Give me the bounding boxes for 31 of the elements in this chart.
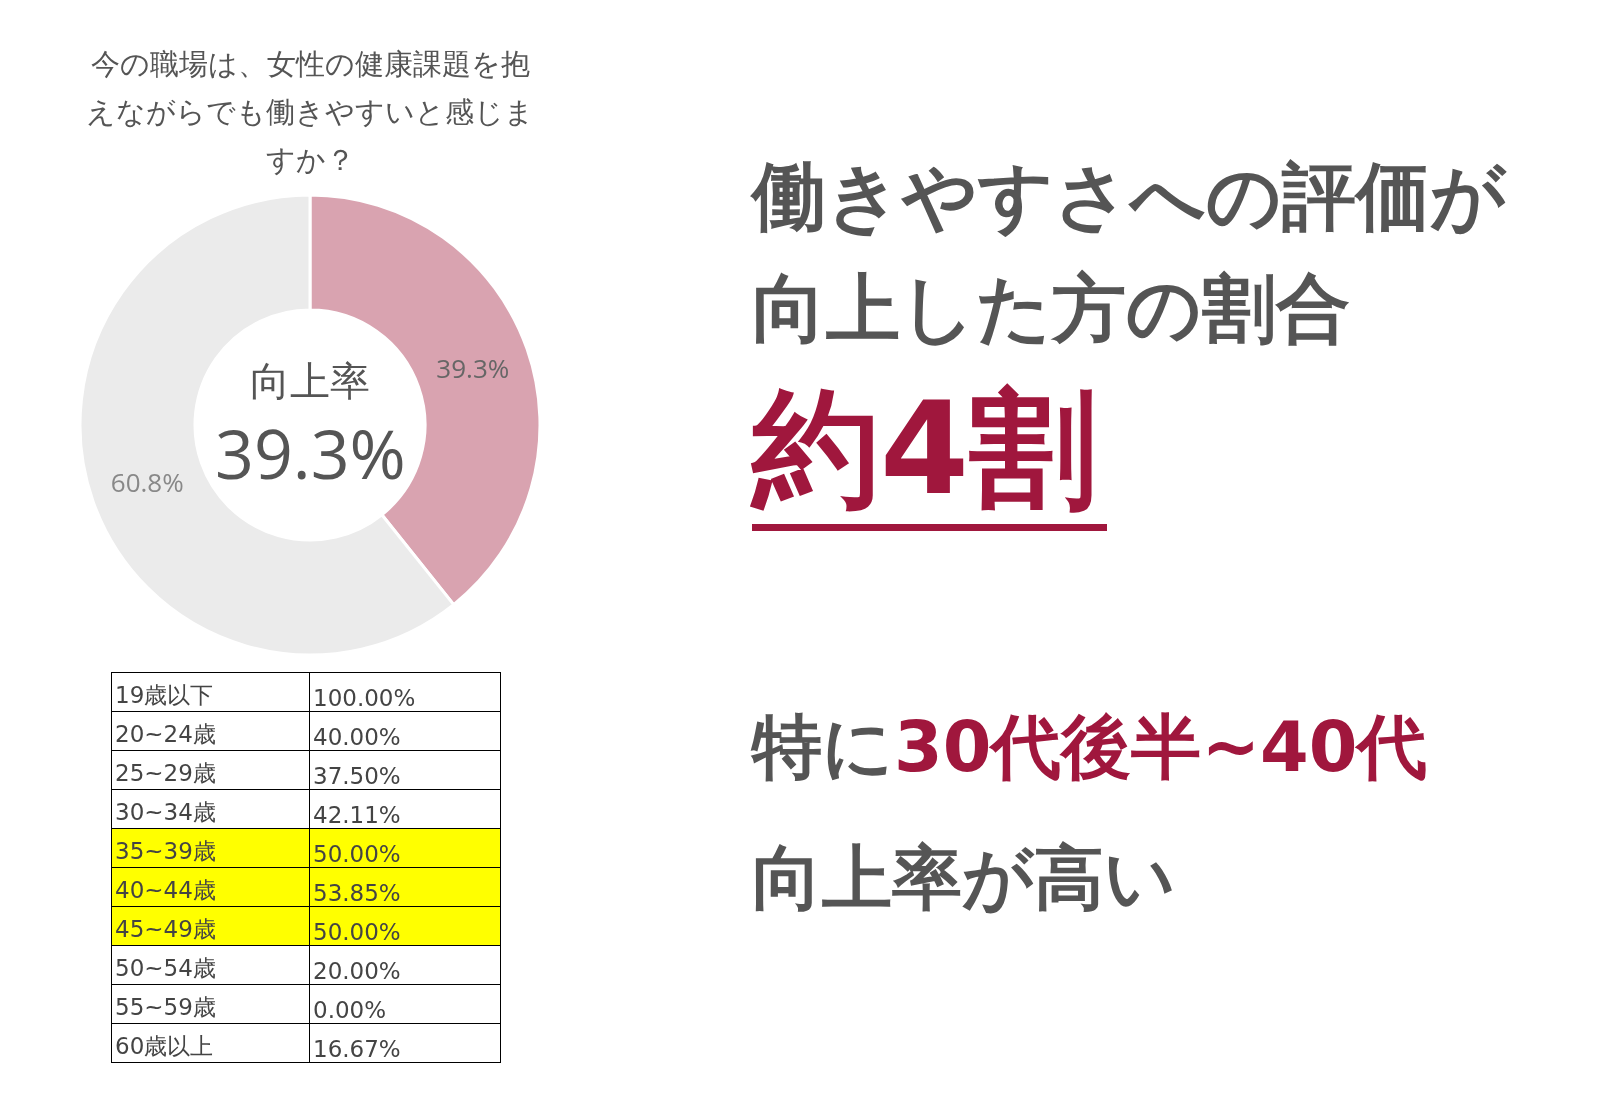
text: 42.11% [313, 802, 401, 828]
category-label: 50~54歳 [111, 945, 310, 985]
data-label: 39.3% [436, 349, 510, 386]
category-label: 60歳以上 [111, 1023, 310, 1063]
category-label: 25~29歳 [111, 750, 310, 790]
text: 30代後半~40代 [894, 706, 1428, 788]
text: 37.50% [313, 763, 401, 789]
text: 約4割 [752, 374, 1108, 531]
category-label: 55~59歳 [111, 984, 310, 1024]
text: 向上率 [250, 352, 370, 407]
category-label: 35~39歳 [111, 828, 310, 868]
text: 20.00% [313, 958, 401, 984]
text: 16.67% [313, 1036, 401, 1062]
text: 働きやすさへの評価が [752, 152, 1508, 241]
text: 40.00% [313, 724, 401, 750]
text: 39.3% [215, 406, 406, 499]
text: 特に [752, 706, 894, 788]
category-label: 20~24歳 [111, 711, 310, 751]
text: 100.00% [313, 685, 416, 711]
category-label: 40~44歳 [111, 867, 310, 907]
text: 0.00% [313, 997, 387, 1023]
chart-title: 今の職場は、女性の健康課題を抱えながらでも働きやすいと感じますか？ [85, 46, 535, 179]
category-label: 30~34歳 [111, 789, 310, 829]
data-label: 60.8% [110, 464, 184, 501]
category-label: 45~49歳 [111, 906, 310, 946]
text: 53.85% [313, 880, 401, 906]
text: 向上率が高い [752, 836, 1177, 921]
category-label: 19歳以下 [111, 672, 310, 712]
text: 50.00% [313, 841, 401, 867]
text: 向上した方の割合 [752, 264, 1351, 353]
text: 50.00% [313, 919, 401, 945]
